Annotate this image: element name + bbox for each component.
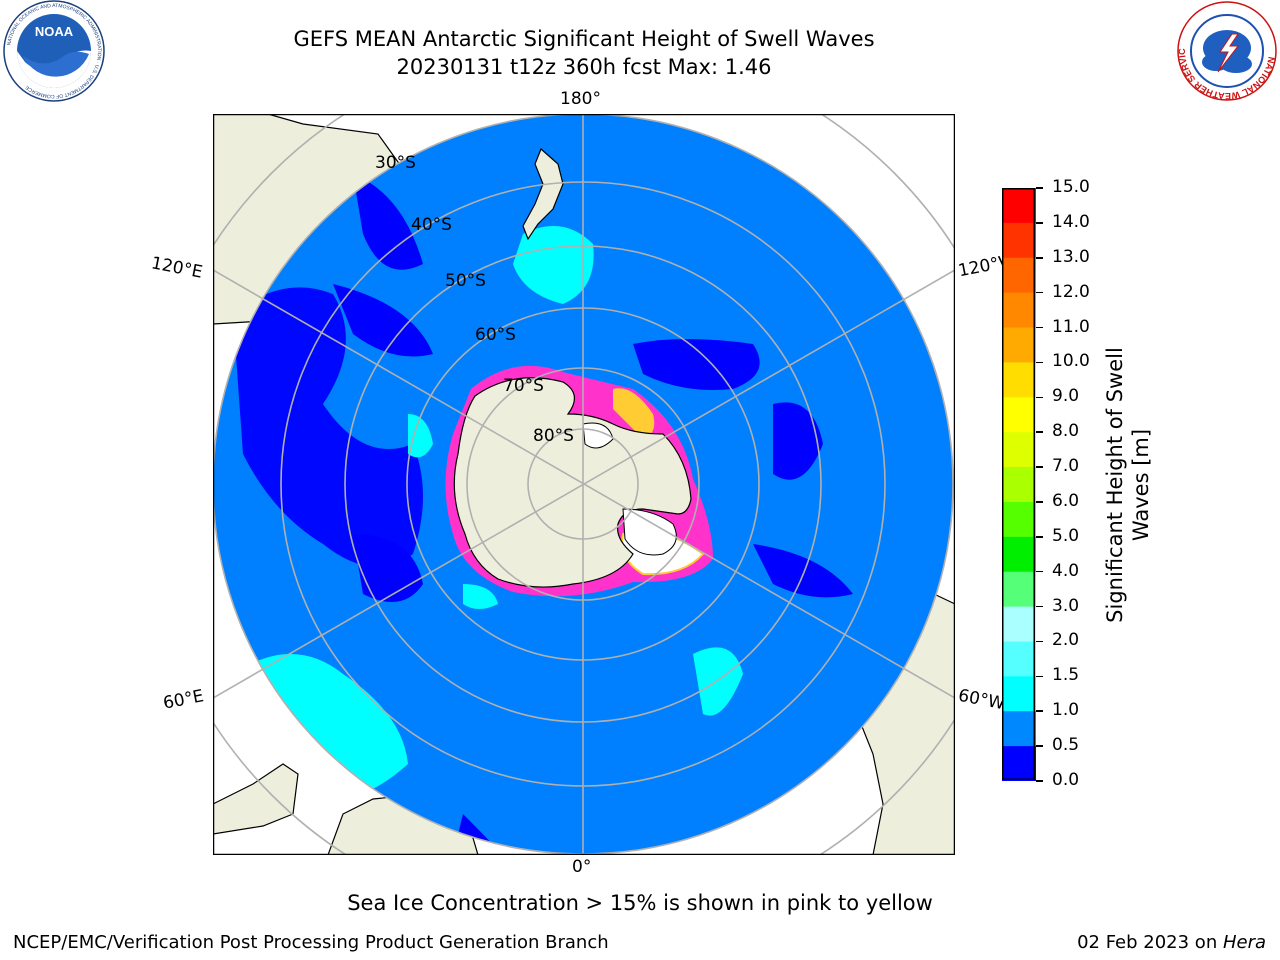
colorbar-segment: [1002, 223, 1036, 258]
colorbar-tick-mark: [1036, 397, 1043, 399]
colorbar-tick-label: 4.0: [1052, 561, 1079, 581]
colorbar-tick-mark: [1036, 187, 1043, 189]
footer-date: 02 Feb 2023 on Hera: [1077, 932, 1266, 953]
noaa-logo: NOAA NATIONAL OCEANIC AND ATMOSPHERIC AD…: [3, 0, 105, 102]
colorbar-tick-mark: [1036, 292, 1043, 294]
colorbar-tick-mark: [1036, 431, 1043, 433]
footer-branch: NCEP/EMC/Verification Post Processing Pr…: [13, 932, 609, 953]
colorbar-tick-label: 14.0: [1052, 212, 1090, 232]
colorbar-tick-mark: [1036, 745, 1043, 747]
colorbar-segment: [1002, 188, 1036, 223]
colorbar-tick-label: 7.0: [1052, 456, 1079, 476]
colorbar-segment: [1002, 746, 1036, 781]
lat-label-30s: 30°S: [375, 153, 416, 173]
map-panel: 30°S 40°S 50°S 60°S 70°S 80°S: [213, 114, 955, 855]
colorbar-tick-mark: [1036, 362, 1043, 364]
lat-label-50s: 50°S: [445, 271, 486, 291]
lat-label-60s: 60°S: [475, 325, 516, 345]
colorbar-tick-label: 10.0: [1052, 351, 1090, 371]
colorbar-segment: [1002, 467, 1036, 502]
colorbar-tick-label: 1.5: [1052, 665, 1079, 685]
lon-label-180: 180°: [560, 89, 601, 109]
colorbar-tick-mark: [1036, 327, 1043, 329]
colorbar-tick-mark: [1036, 536, 1043, 538]
colorbar-tick-label: 3.0: [1052, 596, 1079, 616]
colorbar-segment: [1002, 258, 1036, 293]
colorbar-tick-mark: [1036, 710, 1043, 712]
colorbar: [1002, 188, 1036, 781]
colorbar-segment: [1002, 293, 1036, 328]
colorbar-tick-mark: [1036, 780, 1043, 782]
colorbar-tick-mark: [1036, 257, 1043, 259]
colorbar-tick-label: 8.0: [1052, 421, 1079, 441]
map-subtitle: 20230131 t12z 360h fcst Max: 1.46: [0, 55, 1168, 79]
colorbar-tick-label: 9.0: [1052, 386, 1079, 406]
colorbar-tick-label: 13.0: [1052, 247, 1090, 267]
footer-date-text: 02 Feb 2023 on: [1077, 932, 1223, 953]
lat-label-70s: 70°S: [503, 376, 544, 396]
colorbar-segment: [1002, 676, 1036, 711]
lon-label-60w: 60°W: [957, 686, 1007, 715]
colorbar-segment: [1002, 537, 1036, 572]
colorbar-tick-mark: [1036, 466, 1043, 468]
colorbar-label: Significant Height of Swell Waves [m]: [1102, 320, 1154, 650]
map-title: GEFS MEAN Antarctic Significant Height o…: [0, 27, 1168, 51]
colorbar-tick-label: 6.0: [1052, 491, 1079, 511]
colorbar-segment: [1002, 362, 1036, 397]
colorbar-segment: [1002, 607, 1036, 642]
colorbar-tick-label: 0.5: [1052, 735, 1079, 755]
colorbar-segment: [1002, 641, 1036, 676]
colorbar-tick-label: 0.0: [1052, 770, 1079, 790]
colorbar-tick-label: 2.0: [1052, 630, 1079, 650]
colorbar-segment: [1002, 432, 1036, 467]
lat-label-40s: 40°S: [411, 215, 452, 235]
sea-ice-caption: Sea Ice Concentration > 15% is shown in …: [0, 891, 1280, 915]
colorbar-tick-label: 5.0: [1052, 526, 1079, 546]
noaa-logo-text: NOAA: [35, 24, 74, 39]
footer-host: Hera: [1223, 932, 1266, 953]
colorbar-tick-mark: [1036, 571, 1043, 573]
colorbar-segment: [1002, 711, 1036, 746]
colorbar-tick-label: 11.0: [1052, 317, 1090, 337]
colorbar-tick-label: 12.0: [1052, 282, 1090, 302]
colorbar-segment: [1002, 502, 1036, 537]
lon-label-120e: 120°E: [150, 253, 205, 282]
colorbar-tick-mark: [1036, 222, 1043, 224]
lat-label-80s: 80°S: [533, 426, 574, 446]
colorbar-segment: [1002, 397, 1036, 432]
colorbar-tick-mark: [1036, 641, 1043, 643]
colorbar-segment: [1002, 328, 1036, 363]
colorbar-tick-label: 1.0: [1052, 700, 1079, 720]
colorbar-tick-mark: [1036, 501, 1043, 503]
lon-label-0: 0°: [572, 857, 591, 877]
colorbar-tick-mark: [1036, 606, 1043, 608]
colorbar-tick-mark: [1036, 676, 1043, 678]
colorbar-tick-label: 15.0: [1052, 177, 1090, 197]
lon-label-60e: 60°E: [161, 686, 205, 713]
nws-logo: NATIONAL WEATHER SERVICE: [1176, 0, 1278, 102]
colorbar-segment: [1002, 572, 1036, 607]
